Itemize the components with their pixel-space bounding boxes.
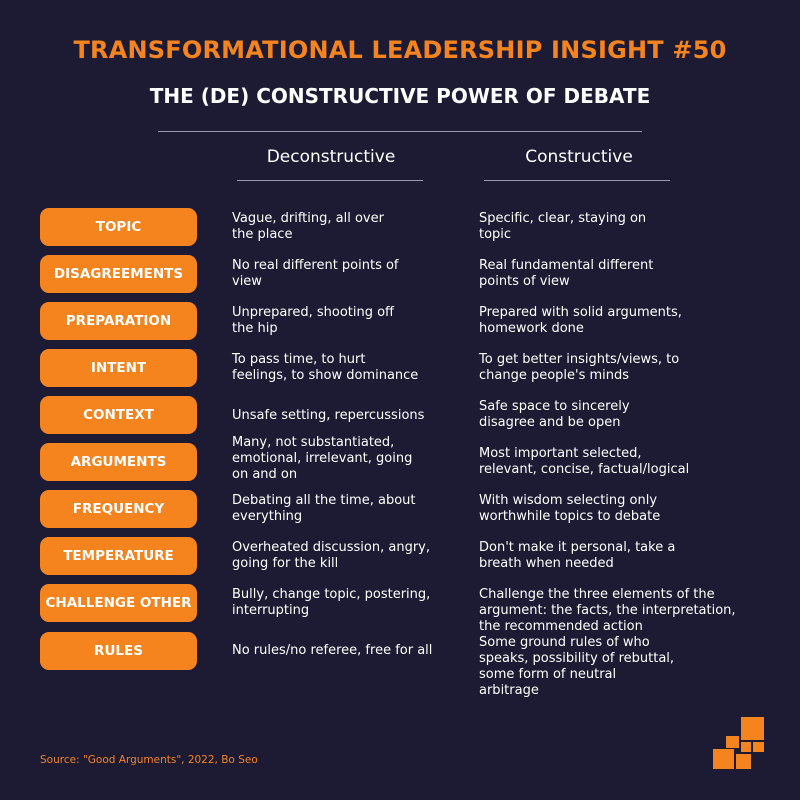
deconstructive-cell-intent: To pass time, to hurt feelings, to show … — [232, 352, 419, 383]
source-citation: Source: "Good Arguments", 2022, Bo Seo — [40, 754, 258, 766]
header-divider — [158, 131, 642, 132]
deconstructive-cell-arguments: Many, not substantiated, emotional, irre… — [232, 435, 413, 482]
table-row-temperature: TEMPERATURE Overheated discussion, angry… — [0, 537, 800, 577]
deconstructive-cell-rules: No rules/no referee, free for all — [232, 643, 433, 658]
deconstructive-cell-frequency: Debating all the time, about everything — [232, 493, 416, 524]
constructive-cell-challenge-other: Challenge the three elements of the argu… — [479, 587, 736, 634]
staircase-logo-icon — [712, 716, 766, 770]
constructive-cell-context: Safe space to sincerely disagree and be … — [479, 399, 630, 430]
table-row-arguments: ARGUMENTS Many, not substantiated, emoti… — [0, 435, 800, 483]
page-subtitle: THE (DE) CONSTRUCTIVE POWER OF DEBATE — [149, 84, 651, 108]
deconstructive-cell-challenge-other: Bully, change topic, postering, interrup… — [232, 587, 431, 618]
constructive-cell-topic: Specific, clear, staying on topic — [479, 211, 647, 242]
constructive-cell-intent: To get better insights/views, to change … — [479, 352, 680, 383]
row-label-frequency: FREQUENCY — [40, 490, 197, 528]
table-row-preparation: PREPARATION Unprepared, shooting off the… — [0, 302, 800, 342]
row-label-topic: TOPIC — [40, 208, 197, 246]
deconstructive-cell-disagreements: No real different points of view — [232, 258, 399, 289]
deconstructive-cell-temperature: Overheated discussion, angry, going for … — [232, 540, 430, 571]
table-row-context: CONTEXT Unsafe setting, repercussions Sa… — [0, 396, 800, 436]
column-header-constructive: Constructive — [525, 147, 633, 167]
constructive-cell-preparation: Prepared with solid arguments, homework … — [479, 305, 682, 336]
row-label-rules: RULES — [40, 632, 197, 670]
column-divider-constructive — [484, 180, 670, 181]
column-header-deconstructive: Deconstructive — [266, 147, 396, 167]
constructive-cell-arguments: Most important selected, relevant, conci… — [479, 446, 690, 477]
constructive-cell-temperature: Don't make it personal, take a breath wh… — [479, 540, 676, 571]
table-row-rules: RULES No rules/no referee, free for all … — [0, 632, 800, 698]
row-label-context: CONTEXT — [40, 396, 197, 434]
table-row-challenge-other: CHALLENGE OTHER Bully, change topic, pos… — [0, 584, 800, 634]
row-label-preparation: PREPARATION — [40, 302, 197, 340]
row-label-arguments: ARGUMENTS — [40, 443, 197, 481]
constructive-cell-rules: Some ground rules of who speaks, possibi… — [479, 635, 675, 698]
table-row-topic: TOPIC Vague, drifting, all over the plac… — [0, 208, 800, 248]
constructive-cell-disagreements: Real fundamental different points of vie… — [479, 258, 654, 289]
deconstructive-cell-preparation: Unprepared, shooting off the hip — [232, 305, 395, 336]
row-label-intent: INTENT — [40, 349, 197, 387]
page-title: TRANSFORMATIONAL LEADERSHIP INSIGHT #50 — [73, 36, 727, 64]
row-label-disagreements: DISAGREEMENTS — [40, 255, 197, 293]
deconstructive-cell-context: Unsafe setting, repercussions — [232, 408, 425, 423]
deconstructive-cell-topic: Vague, drifting, all over the place — [232, 211, 384, 242]
table-row-frequency: FREQUENCY Debating all the time, about e… — [0, 490, 800, 530]
constructive-cell-frequency: With wisdom selecting only worthwhile to… — [479, 493, 661, 524]
table-row-intent: INTENT To pass time, to hurt feelings, t… — [0, 349, 800, 389]
table-row-disagreements: DISAGREEMENTS No real different points o… — [0, 255, 800, 295]
row-label-challenge-other: CHALLENGE OTHER — [40, 584, 197, 622]
column-divider-deconstructive — [237, 180, 423, 181]
row-label-temperature: TEMPERATURE — [40, 537, 197, 575]
